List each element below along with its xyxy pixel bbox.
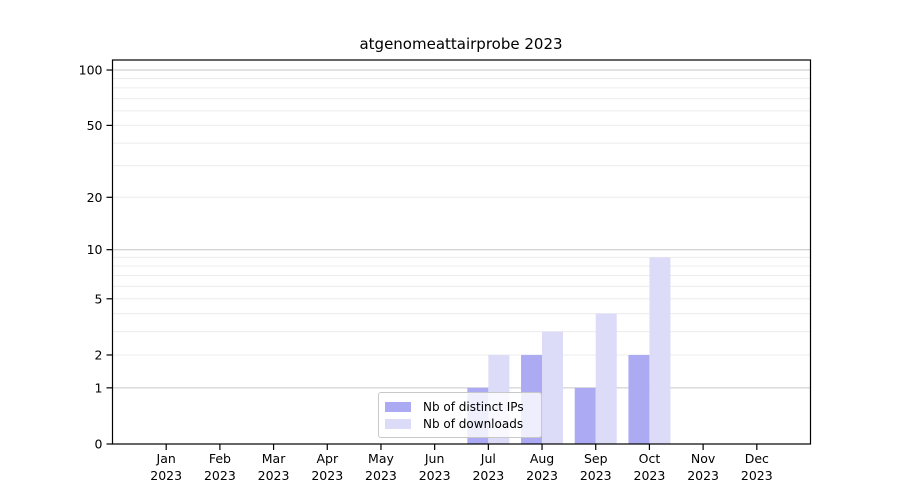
bar-downloads-sep (595, 313, 617, 444)
legend-swatch-downloads (385, 418, 411, 429)
x-tick-label-dec: Dec 2023 (741, 451, 773, 483)
bar-distinct-ips-sep (574, 387, 596, 444)
x-tick-label-aug: Aug 2023 (526, 451, 558, 483)
x-tick-label-jan: Jan 2023 (150, 451, 182, 483)
x-tick-label-jul: Jul 2023 (472, 451, 504, 483)
x-tick-label-nov: Nov 2023 (687, 451, 719, 483)
x-tick-label-jun: Jun 2023 (419, 451, 451, 483)
y-tick-label: 0 (95, 437, 103, 452)
chart-title: atgenomeattairprobe 2023 (359, 35, 563, 53)
y-tick-label: 1 (95, 380, 103, 395)
bar-downloads-oct (649, 257, 671, 444)
legend-swatch-distinct-ips (385, 401, 411, 412)
x-tick-label-sep: Sep 2023 (580, 451, 612, 483)
legend: Nb of distinct IPs Nb of downloads (378, 392, 542, 438)
y-tick-label: 100 (79, 63, 103, 78)
bar-distinct-ips-oct (628, 354, 650, 444)
y-tick-label: 50 (87, 118, 103, 133)
x-tick-label-feb: Feb 2023 (204, 451, 236, 483)
x-tick-label-oct: Oct 2023 (634, 451, 666, 483)
y-tick-label: 2 (95, 347, 103, 362)
y-tick-label: 5 (95, 291, 103, 306)
x-tick-label-may: May 2023 (365, 451, 397, 483)
x-tick-label-mar: Mar 2023 (258, 451, 290, 483)
x-tick-label-apr: Apr 2023 (311, 451, 343, 483)
plot-border (111, 59, 812, 445)
legend-label-distinct-ips: Nb of distinct IPs (423, 399, 524, 414)
legend-label-downloads: Nb of downloads (423, 416, 524, 431)
legend-item-distinct-ips: Nb of distinct IPs (385, 401, 533, 413)
bar-downloads-aug (542, 331, 564, 444)
legend-item-downloads: Nb of downloads (385, 418, 533, 430)
y-tick-label: 20 (87, 190, 103, 205)
y-tick-label: 10 (87, 242, 103, 257)
